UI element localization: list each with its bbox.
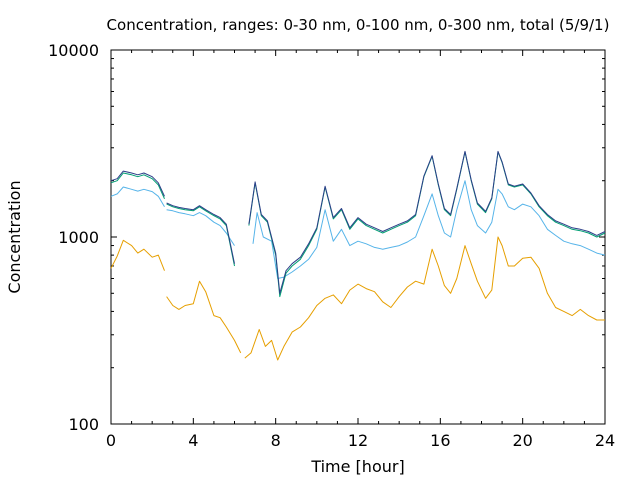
x-tick-label: 4 [188,431,198,450]
series-1 [110,236,605,361]
y-tick-label: 100 [68,415,99,434]
x-tick-label: 0 [106,431,116,450]
x-tick-label: 16 [430,431,450,450]
series-line [110,186,165,208]
series-line [166,202,235,264]
x-tick-label: 8 [271,431,281,450]
series-line [166,203,235,267]
series-line [244,236,605,361]
series-line [166,209,235,246]
y-tick-label: 1000 [58,228,99,247]
series-group [110,150,606,361]
x-tick-labels: 0 4 8 12 16 20 24 [106,431,615,450]
series-line [166,280,242,354]
y-tick-label: 10000 [48,41,99,60]
y-axis-label: Concentration [5,180,24,293]
x-tick-label: 24 [595,431,615,450]
x-tick-label: 12 [348,431,368,450]
x-axis-label: Time [hour] [310,457,404,476]
series-3 [110,151,606,298]
y-tick-labels: 100 1000 10000 [48,41,99,434]
series-line [248,151,606,298]
axis-ticks [110,49,606,425]
plot-frame [110,49,606,425]
series-2 [110,180,606,279]
series-4 [110,150,606,294]
x-tick-label: 20 [512,431,532,450]
series-line [110,170,165,197]
chart-title: Concentration, ranges: 0-30 nm, 0-100 nm… [107,16,610,34]
series-line [110,172,165,200]
series-line [110,239,165,271]
series-line [248,150,606,294]
series-line [252,180,606,279]
